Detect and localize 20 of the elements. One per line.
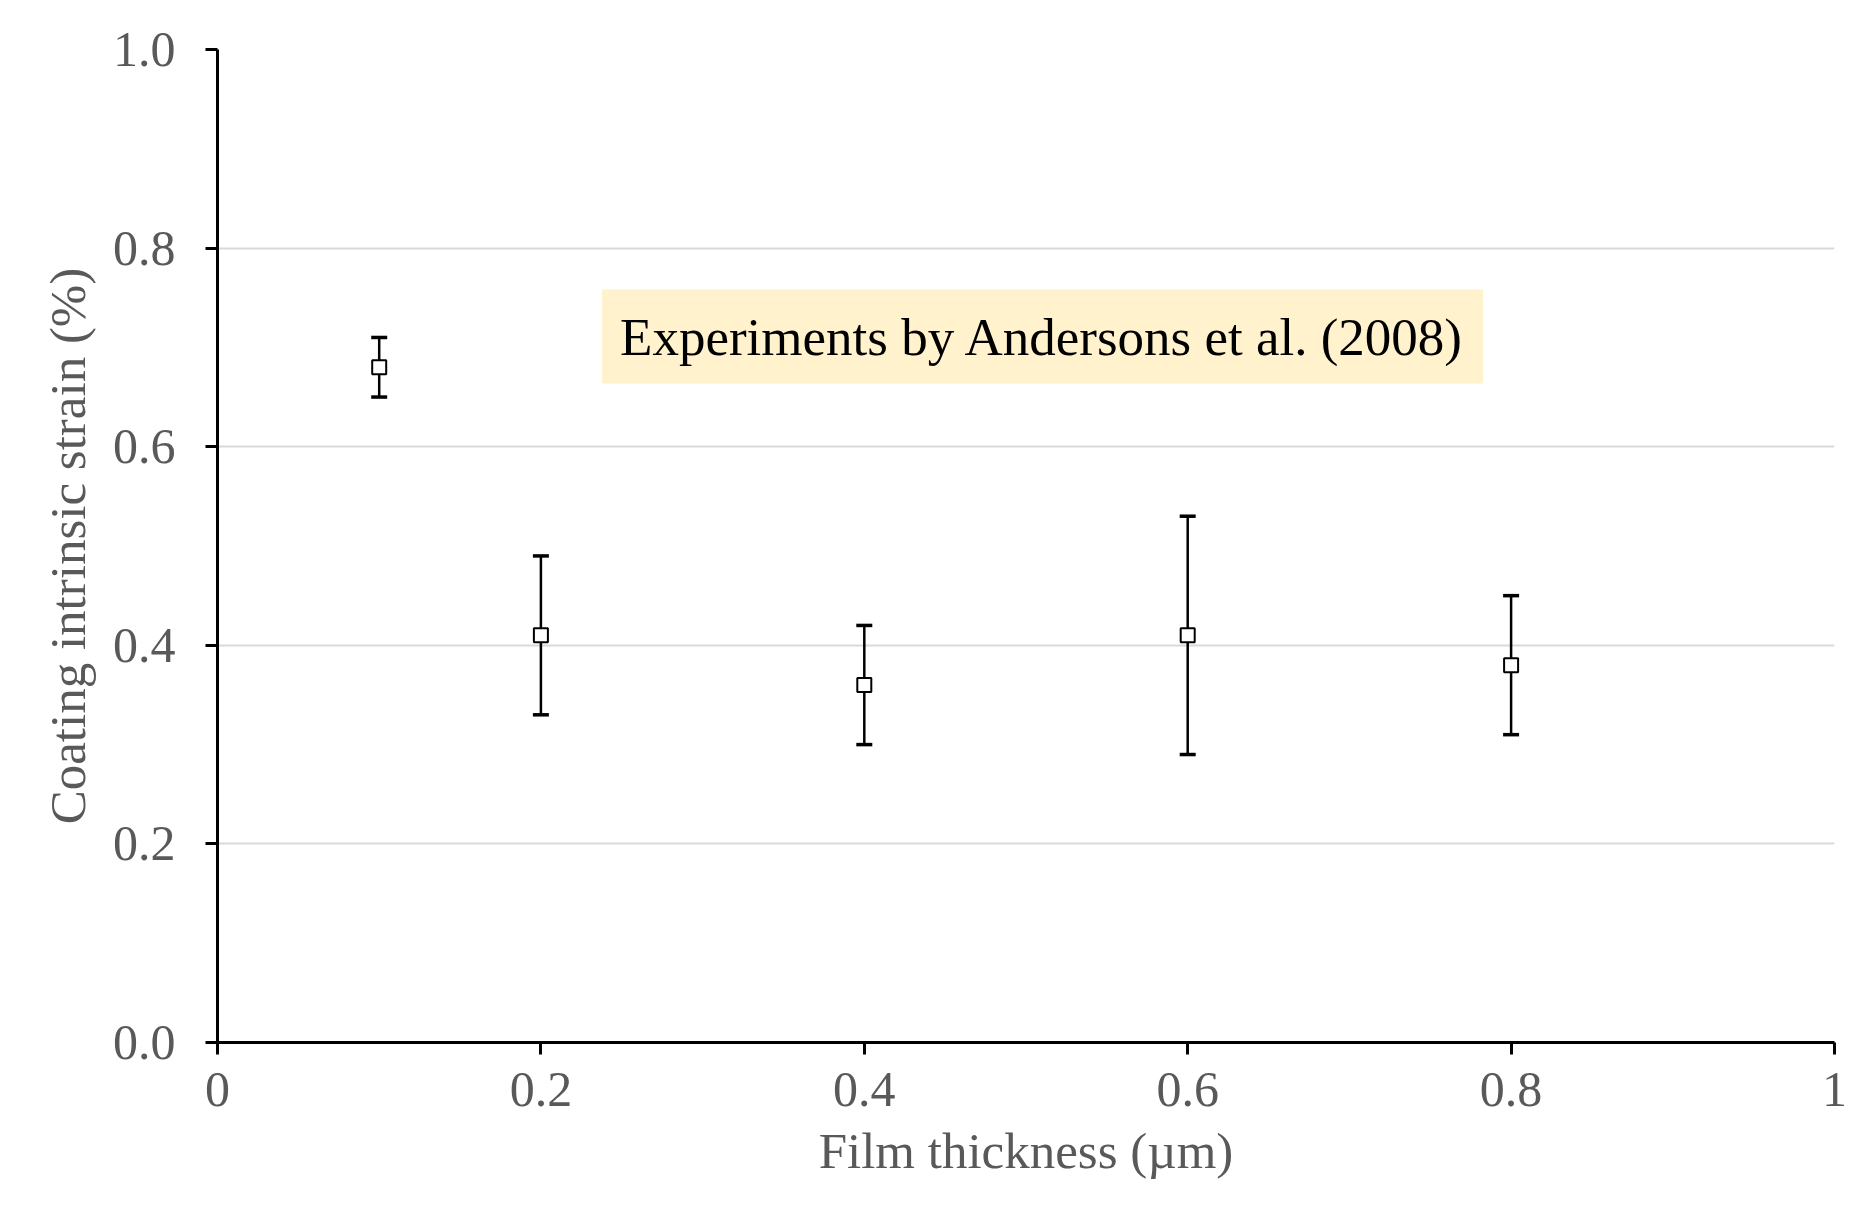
annotation: Experiments by Andersons et al. (2008) xyxy=(620,307,1463,367)
y-tick-label: 0.2 xyxy=(113,815,176,872)
x-tick-label: 0 xyxy=(205,1060,230,1117)
x-axis-title: Film thickness (µm) xyxy=(818,1122,1234,1179)
x-tick-label: 1 xyxy=(1822,1060,1847,1117)
point xyxy=(856,677,873,694)
y-tick-label: 1.0 xyxy=(113,21,176,77)
y-tick-label: 0.6 xyxy=(113,418,176,475)
x-tick-label: 0.2 xyxy=(509,1060,573,1117)
point xyxy=(371,359,388,376)
y-tick-label: 0.8 xyxy=(113,219,176,276)
point xyxy=(1179,627,1196,644)
y-tick-label: 0.0 xyxy=(113,1014,176,1070)
point xyxy=(532,627,549,644)
x-tick-label: 0.4 xyxy=(833,1060,896,1117)
x-tick-label: 0.8 xyxy=(1479,1060,1543,1117)
y-axis-title: Coating intrinsic strain (%) xyxy=(40,267,96,825)
y-tick-label: 0.4 xyxy=(113,616,176,673)
x-tick-label: 0.6 xyxy=(1156,1060,1219,1117)
point xyxy=(1503,657,1520,674)
